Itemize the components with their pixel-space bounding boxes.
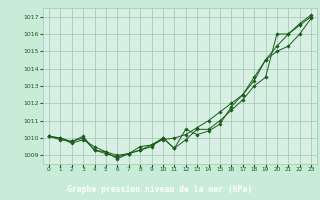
Text: Graphe pression niveau de la mer (hPa): Graphe pression niveau de la mer (hPa)	[68, 185, 252, 194]
